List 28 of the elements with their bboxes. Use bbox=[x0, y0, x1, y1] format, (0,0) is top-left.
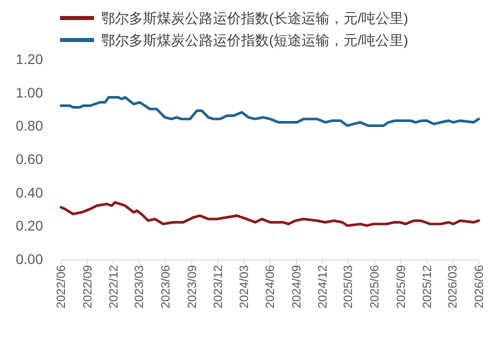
x-tick-label: 2025/09 bbox=[394, 264, 408, 308]
x-tick-label: 2025/03 bbox=[341, 264, 356, 308]
x-tick-label: 2023/03 bbox=[132, 264, 146, 308]
x-tick-label: 2023/06 bbox=[158, 264, 172, 308]
y-tick-label: 1.20 bbox=[16, 51, 44, 67]
y-tick-label: 0.60 bbox=[16, 151, 44, 167]
x-tick-label: 2024/09 bbox=[289, 264, 304, 308]
x-tick-label: 2023/12 bbox=[210, 264, 225, 308]
x-tick-label: 2024/06 bbox=[263, 264, 278, 308]
x-tick-label: 2022/09 bbox=[80, 264, 94, 308]
x-tick-label: 2024/12 bbox=[316, 264, 330, 308]
y-tick-label: 0.00 bbox=[16, 251, 44, 267]
x-tick-label: 2022/12 bbox=[106, 264, 120, 308]
y-tick-label: 1.00 bbox=[16, 84, 44, 100]
x-tick-label: 2025/06 bbox=[368, 264, 382, 308]
x-tick-label: 2022/06 bbox=[54, 264, 68, 308]
line-series bbox=[60, 96, 480, 127]
legend-label: 鄂尔多斯煤炭公路运价指数(短途运输，元/吨公里) bbox=[101, 32, 408, 48]
x-tick-label: 2023/09 bbox=[184, 264, 199, 308]
line-series bbox=[60, 201, 480, 227]
x-tick-label: 2025/12 bbox=[420, 264, 434, 308]
y-tick-label: 0.40 bbox=[16, 184, 44, 200]
y-tick-label: 0.20 bbox=[16, 218, 44, 234]
x-tick-label: 2024/03 bbox=[236, 264, 251, 308]
y-tick-label: 0.80 bbox=[16, 118, 44, 134]
legend-label: 鄂尔多斯煤炭公路运价指数(长途运输，元/吨公里) bbox=[101, 10, 408, 26]
x-tick-label: 2026/03 bbox=[446, 264, 460, 308]
x-tick-label: 2026/06 bbox=[472, 264, 486, 308]
